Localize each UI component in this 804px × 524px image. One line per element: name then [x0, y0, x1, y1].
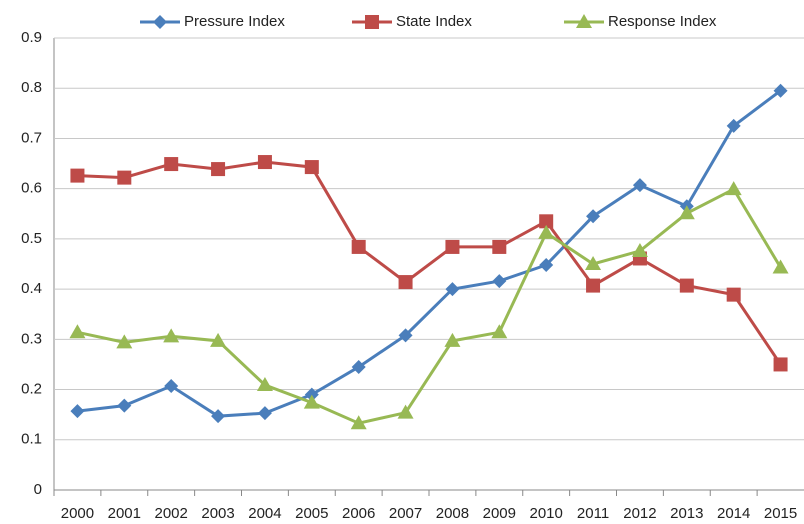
data-point: [632, 178, 647, 193]
data-point: [445, 282, 460, 297]
data-point: [257, 155, 272, 170]
y-tick-label: 0: [34, 481, 42, 498]
data-point: [351, 359, 366, 374]
data-point: [585, 256, 602, 270]
data-point: [772, 259, 789, 274]
y-tick-label: 0.5: [21, 230, 42, 247]
data-point: [303, 394, 320, 409]
data-point: [304, 160, 319, 175]
data-point: [492, 239, 507, 254]
data-point: [773, 83, 788, 98]
x-tick-label: 2013: [670, 505, 703, 522]
data-point: [211, 162, 226, 177]
data-point: [69, 324, 86, 339]
data-point: [492, 274, 507, 289]
series-line: [77, 89, 782, 418]
data-point: [257, 406, 272, 421]
data-point: [398, 328, 413, 343]
y-tick-label: 0.9: [21, 29, 42, 46]
series-line: [77, 160, 782, 366]
data-point: [773, 357, 788, 372]
data-point: [351, 239, 366, 254]
data-point: [539, 258, 554, 273]
data-point: [397, 404, 414, 419]
x-tick-label: 2014: [717, 505, 750, 522]
data-point: [538, 224, 555, 239]
x-tick-label: 2015: [764, 505, 797, 522]
y-tick-label: 0.6: [21, 180, 42, 197]
data-point: [444, 332, 461, 347]
x-tick-label: 2006: [342, 505, 375, 522]
data-point: [117, 398, 132, 413]
x-tick-label: 2009: [483, 505, 516, 522]
x-tick-label: 2007: [389, 505, 422, 522]
data-point: [539, 214, 554, 229]
x-tick-label: 2001: [108, 505, 141, 522]
data-point: [256, 377, 273, 392]
data-point: [586, 209, 601, 224]
y-tick-label: 0.2: [21, 381, 42, 398]
x-tick-label: 2012: [623, 505, 656, 522]
x-tick-label: 2002: [155, 505, 188, 522]
data-point: [726, 118, 741, 133]
y-tick-label: 0.1: [21, 431, 42, 448]
x-tick-label: 2004: [248, 505, 281, 522]
x-tick-label: 2003: [201, 505, 234, 522]
data-point: [726, 287, 741, 302]
data-point: [164, 379, 179, 394]
data-point: [164, 157, 179, 172]
data-point: [445, 239, 460, 254]
legend-marker: [365, 15, 379, 29]
data-point: [117, 170, 132, 185]
legend-label: Pressure Index: [184, 13, 285, 30]
data-point: [70, 168, 85, 183]
data-point: [678, 205, 695, 220]
y-tick-label: 0.3: [21, 330, 42, 347]
x-tick-label: 2005: [295, 505, 328, 522]
x-tick-label: 2010: [530, 505, 563, 522]
data-point: [491, 324, 508, 339]
y-tick-label: 0.8: [21, 79, 42, 96]
data-point: [398, 275, 413, 290]
series-line: [77, 187, 782, 425]
data-point: [116, 334, 133, 349]
x-tick-label: 2008: [436, 505, 469, 522]
data-point: [210, 332, 227, 347]
data-point: [725, 181, 742, 196]
y-tick-label: 0.4: [21, 280, 42, 297]
legend-marker: [153, 15, 167, 29]
data-point: [631, 242, 648, 257]
data-point: [586, 278, 601, 293]
x-tick-label: 2011: [577, 505, 609, 522]
data-point: [211, 409, 226, 424]
legend-label: State Index: [396, 13, 472, 30]
legend-label: Response Index: [608, 13, 717, 30]
x-tick-label: 2000: [61, 505, 94, 522]
data-point: [679, 278, 694, 293]
legend-marker: [576, 14, 592, 28]
data-point: [350, 415, 367, 430]
data-point: [304, 387, 319, 402]
data-point: [70, 404, 85, 419]
y-tick-label: 0.7: [21, 129, 42, 146]
data-point: [163, 328, 180, 343]
